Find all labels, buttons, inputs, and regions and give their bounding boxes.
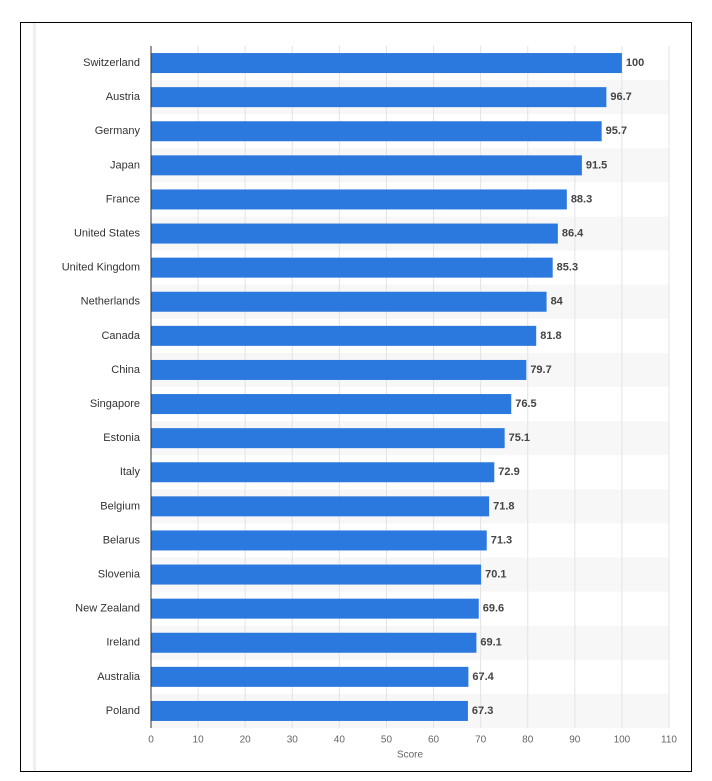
y-tick-label: Estonia bbox=[103, 432, 141, 444]
bar bbox=[151, 325, 537, 346]
data-label: 95.7 bbox=[606, 125, 627, 137]
y-tick-label: Ireland bbox=[106, 637, 140, 649]
y-tick-label: Slovenia bbox=[98, 568, 141, 580]
y-tick-label: Belarus bbox=[103, 534, 141, 546]
data-label: 100 bbox=[626, 57, 644, 69]
y-tick-label: New Zealand bbox=[75, 603, 140, 615]
bar bbox=[151, 359, 527, 380]
x-tick-label: 100 bbox=[614, 735, 631, 746]
x-tick-label: 50 bbox=[381, 735, 393, 746]
y-tick-label: Australia bbox=[97, 671, 141, 683]
x-axis-label: Score bbox=[397, 750, 424, 761]
data-label: 88.3 bbox=[571, 193, 592, 205]
data-label: 75.1 bbox=[509, 432, 530, 444]
x-tick-label: 90 bbox=[569, 735, 581, 746]
frame-shadow bbox=[33, 23, 36, 771]
bar bbox=[151, 428, 505, 449]
data-label: 91.5 bbox=[586, 159, 607, 171]
data-label: 85.3 bbox=[557, 262, 578, 274]
data-label: 84 bbox=[551, 296, 564, 308]
data-label: 81.8 bbox=[540, 330, 561, 342]
data-label: 79.7 bbox=[530, 364, 551, 376]
data-label: 72.9 bbox=[498, 466, 519, 478]
y-tick-label: Germany bbox=[95, 125, 141, 137]
x-tick-label: 110 bbox=[661, 735, 677, 746]
x-tick-label: 0 bbox=[148, 735, 154, 746]
y-tick-label: Switzerland bbox=[83, 57, 140, 69]
y-tick-label: China bbox=[111, 364, 141, 376]
bar bbox=[151, 666, 469, 687]
x-tick-label: 60 bbox=[428, 735, 440, 746]
bar bbox=[151, 87, 607, 108]
y-tick-label: Poland bbox=[106, 705, 140, 717]
data-label: 96.7 bbox=[610, 91, 631, 103]
y-tick-label: Canada bbox=[101, 330, 140, 342]
x-tick-label: 20 bbox=[240, 735, 252, 746]
y-tick-label: Netherlands bbox=[81, 296, 141, 308]
data-label: 67.3 bbox=[472, 705, 493, 717]
y-tick-label: Japan bbox=[110, 159, 140, 171]
bar bbox=[151, 257, 553, 278]
bar bbox=[151, 189, 567, 210]
y-tick-label: Singapore bbox=[90, 398, 140, 410]
y-tick-label: United States bbox=[74, 227, 141, 239]
bar bbox=[151, 632, 477, 653]
y-tick-label: Austria bbox=[106, 91, 141, 103]
data-label: 71.3 bbox=[491, 534, 512, 546]
plot: Switzerland 100 Austria 96.7 Germany 95.7 Japa… bbox=[62, 46, 644, 728]
x-tick-label: 80 bbox=[522, 735, 534, 746]
bar bbox=[151, 394, 512, 415]
bar bbox=[151, 530, 487, 551]
data-label: 69.1 bbox=[480, 637, 501, 649]
bar bbox=[151, 462, 495, 483]
bar bbox=[151, 155, 582, 176]
bar bbox=[151, 223, 558, 244]
data-label: 76.5 bbox=[515, 398, 536, 410]
bar bbox=[151, 598, 479, 619]
data-label: 67.4 bbox=[472, 671, 494, 683]
y-tick-label: France bbox=[106, 193, 140, 205]
bar bbox=[151, 496, 490, 517]
x-tick-label: 10 bbox=[193, 735, 205, 746]
bar bbox=[151, 121, 602, 142]
data-label: 86.4 bbox=[562, 227, 584, 239]
data-label: 71.8 bbox=[493, 500, 514, 512]
bar bbox=[151, 53, 622, 74]
bar bbox=[151, 291, 547, 312]
data-label: 70.1 bbox=[485, 568, 506, 580]
data-label: 69.6 bbox=[483, 603, 504, 615]
bar bbox=[151, 700, 468, 721]
x-tick-label: 30 bbox=[287, 735, 299, 746]
y-tick-label: Italy bbox=[120, 466, 141, 478]
bar bbox=[151, 564, 482, 585]
y-tick-label: Belgium bbox=[100, 500, 140, 512]
x-tick-label: 70 bbox=[475, 735, 487, 746]
x-tick-label: 40 bbox=[334, 735, 346, 746]
y-tick-label: United Kingdom bbox=[62, 262, 140, 274]
